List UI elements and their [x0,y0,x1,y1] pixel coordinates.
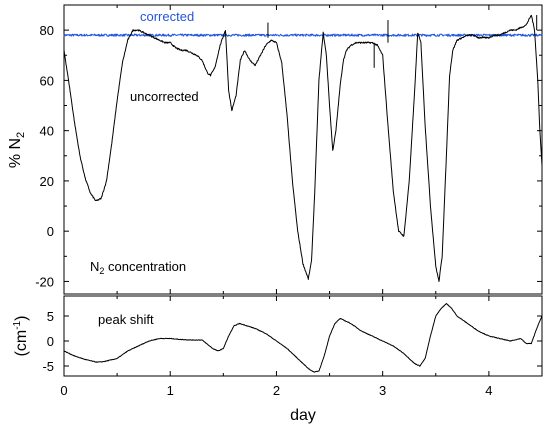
annotation-n2-concentration: N2 concentration [90,259,186,276]
y-tick-label: 80 [40,23,54,38]
concentration-main: N [90,259,99,274]
series-peak-shift [63,302,543,373]
bottom-panel-frame [63,295,543,377]
top-y-axis-title-main: % N [7,138,24,168]
bottom-series [63,302,543,373]
y-tick-label: 60 [40,73,54,88]
x-tick-label: 1 [167,383,174,398]
x-axis-title: day [290,407,316,424]
x-tick-label: 0 [60,383,67,398]
annotation-peak-shift: peak shift [98,312,154,327]
y-tick-label: 0 [47,224,54,239]
x-tick-label: 2 [273,383,280,398]
y-tick-label: 5 [47,309,54,324]
x-tick-label: 3 [379,383,386,398]
bottom-y-axis-title-sup: -1 [12,320,23,329]
bottom-y-axis-title-main: (cm [13,330,30,357]
y-tick-label: 40 [40,124,54,139]
top-y-axis-title: % N2 [7,132,27,168]
top-y-ticks: -20 0 20 40 60 80 [35,5,543,294]
y-tick-label: -20 [35,274,54,289]
y-tick-label: 20 [40,174,54,189]
x-tick-label: 4 [485,383,492,398]
y-tick-label: -5 [42,359,54,374]
y-tick-label: 0 [47,334,54,349]
annotation-uncorrected: uncorrected [130,89,199,104]
annotation-corrected: corrected [140,9,194,24]
top-panel-frame [63,4,543,295]
series-uncorrected [63,14,543,283]
series-corrected [63,33,543,37]
top-series [63,14,543,283]
x-ticks: 0 1 2 3 4 [60,296,543,398]
bottom-y-axis-title-end: ) [13,316,30,321]
concentration-rest: concentration [104,259,186,274]
top-y-axis-title-sub: 2 [15,132,27,138]
concentration-sub: 2 [99,266,104,276]
bottom-y-axis-title: (cm-1) [12,316,30,357]
bottom-panel: -5 0 5 0 1 2 3 4 (cm-1) peak shift day [12,295,543,424]
bottom-y-ticks: -5 0 5 [42,309,542,374]
